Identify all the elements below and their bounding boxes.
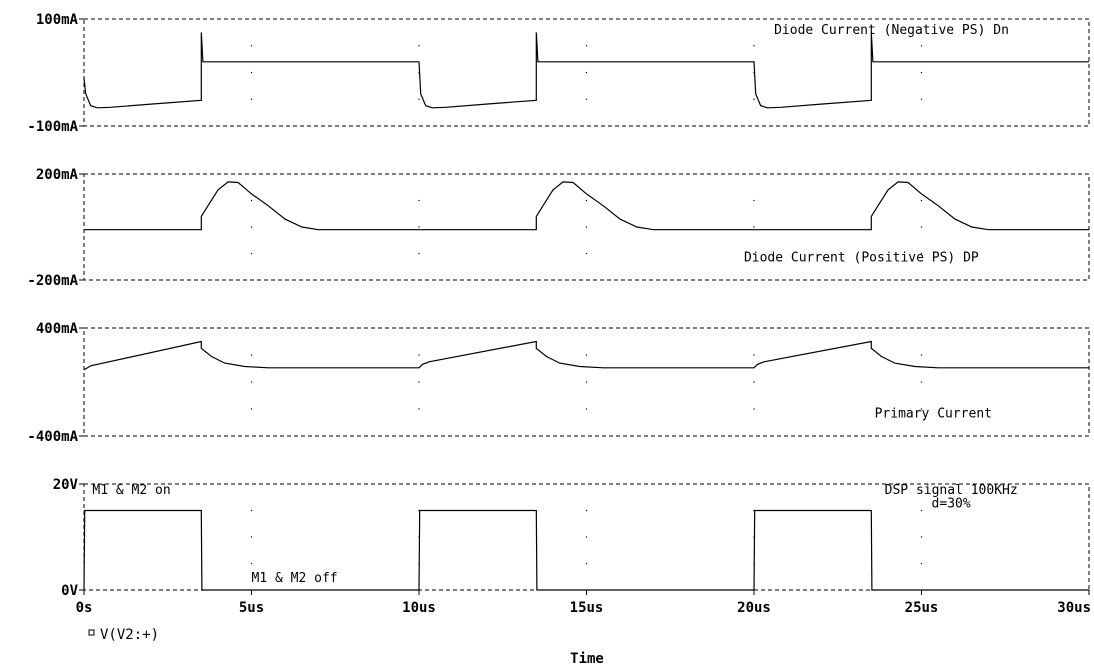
grid-dot: [418, 408, 419, 409]
grid-dot: [251, 381, 252, 382]
x-tick-label: 20us: [737, 600, 771, 616]
grid-dot: [921, 45, 922, 46]
legend-label: V(V2:+): [100, 627, 159, 643]
grid-dot: [418, 226, 419, 227]
grid-dot: [251, 563, 252, 564]
grid-dot: [418, 45, 419, 46]
grid-dot: [921, 226, 922, 227]
grid-dot: [586, 45, 587, 46]
grid-dot: [921, 99, 922, 100]
panel-3: 400mA -400mA Primary Current: [27, 321, 1089, 445]
grid-dot: [251, 536, 252, 537]
grid-dot: [753, 408, 754, 409]
x-tick-label: 25us: [905, 600, 939, 616]
grid-dot: [251, 99, 252, 100]
grid-dot: [251, 510, 252, 511]
x-tick-label: 0s: [76, 600, 93, 616]
annotation: M1 & M2 on: [92, 483, 170, 498]
panel-2: 200mA -200mA Diode Current (Positive PS) D…: [27, 167, 1089, 289]
y-tick-label: -100mA: [27, 119, 78, 135]
y-tick-label: -200mA: [27, 273, 78, 289]
grid-dot: [753, 45, 754, 46]
grid-dot: [251, 200, 252, 201]
grid-dot: [586, 408, 587, 409]
grid-dot: [753, 200, 754, 201]
grid-dot: [753, 226, 754, 227]
grid-dot: [586, 99, 587, 100]
x-tick-label: 5us: [239, 600, 264, 616]
panels: 100mA -100mA Diode Current (Negative PS) D…: [27, 12, 1089, 599]
grid-dot: [921, 72, 922, 73]
y-tick-label: 400mA: [36, 321, 79, 337]
x-tick-label: 15us: [570, 600, 604, 616]
annotation: Diode Current (Positive PS) DP: [744, 250, 979, 265]
grid-dot: [921, 354, 922, 355]
series-line: [84, 511, 1089, 591]
grid-dot: [921, 200, 922, 201]
grid-dot: [586, 563, 587, 564]
series-line: [84, 182, 1089, 230]
annotation: Diode Current (Negative PS) Dn: [774, 23, 1009, 38]
grid-dot: [753, 354, 754, 355]
x-tick-label: 30us: [1057, 600, 1091, 616]
series-line: [84, 342, 1089, 370]
panel-1: 100mA -100mA Diode Current (Negative PS) D…: [27, 12, 1089, 135]
y-tick-label: -400mA: [27, 429, 78, 445]
grid-dot: [586, 354, 587, 355]
grid-dot: [418, 253, 419, 254]
grid-dot: [251, 45, 252, 46]
annotation: Primary Current: [875, 406, 992, 421]
grid-dot: [586, 226, 587, 227]
grid-dot: [251, 72, 252, 73]
x-axis: 0s 5us 10us 15us 20us 25us 30us: [76, 590, 1091, 616]
grid-dot: [418, 200, 419, 201]
grid-dot: [753, 99, 754, 100]
x-axis-title: Time: [570, 651, 604, 666]
x-tick-label: 10us: [402, 600, 436, 616]
y-tick-label: 100mA: [36, 12, 79, 28]
grid-dot: [586, 536, 587, 537]
grid-dot: [586, 200, 587, 201]
grid-dot: [418, 354, 419, 355]
grid-dot: [418, 99, 419, 100]
grid-dot: [921, 510, 922, 511]
grid-dot: [586, 72, 587, 73]
legend-marker-square: [89, 630, 94, 635]
grid-dot: [921, 563, 922, 564]
grid-dot: [251, 354, 252, 355]
y-tick-label: 20V: [53, 477, 79, 493]
annotation: M1 & M2 off: [252, 571, 338, 586]
grid-dot: [251, 408, 252, 409]
grid-dot: [921, 381, 922, 382]
y-tick-label: 0V: [61, 583, 78, 599]
annotation: d=30%: [932, 496, 971, 511]
grid-dot: [251, 253, 252, 254]
grid-dot: [921, 536, 922, 537]
grid-dot: [418, 381, 419, 382]
grid-dot: [753, 381, 754, 382]
series-line: [84, 32, 1089, 107]
legend: V(V2:+): [89, 627, 159, 643]
grid-dot: [586, 381, 587, 382]
grid-dot: [251, 226, 252, 227]
y-tick-label: 200mA: [36, 167, 79, 183]
grid-dot: [586, 253, 587, 254]
grid-dot: [586, 510, 587, 511]
